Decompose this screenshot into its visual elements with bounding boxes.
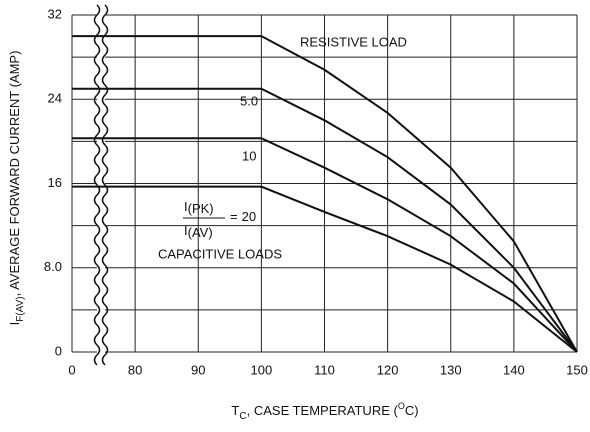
- x-title-main: T: [231, 403, 239, 418]
- series-label: 20: [242, 209, 256, 224]
- curve: [72, 185, 578, 353]
- x-tick-label: 80: [128, 362, 142, 377]
- x-title-sup: O: [398, 401, 405, 411]
- x-tick-label: 100: [251, 362, 273, 377]
- y-tick-label: 8.0: [44, 259, 62, 274]
- ratio-den-sub: (AV): [188, 225, 213, 240]
- curve: [72, 35, 578, 353]
- x-tick-label: 140: [503, 362, 525, 377]
- ratio-num-i: I: [184, 199, 188, 214]
- ratio-eq: =: [230, 209, 238, 224]
- axis-break: [93, 4, 101, 366]
- x-title-end: C): [405, 403, 419, 418]
- x-tick-label: 0: [68, 362, 75, 377]
- y-axis-title: IF(AV), AVERAGE FORWARD CURRENT (AMP): [7, 51, 25, 326]
- series-label: 10: [242, 148, 256, 163]
- curve: [72, 87, 578, 353]
- series-label: RESISTIVE LOAD: [300, 34, 407, 49]
- ratio-numerator: I(PK): [184, 199, 214, 216]
- x-tick-label: 150: [566, 362, 588, 377]
- y-title-rest: , AVERAGE FORWARD CURRENT (AMP): [7, 51, 22, 297]
- y-tick-label: 24: [48, 91, 62, 106]
- ratio-num-sub: (PK): [188, 201, 214, 216]
- x-tick-label: 110: [314, 362, 335, 377]
- y-tick-label: 32: [48, 6, 62, 21]
- ratio-equals: = 20: [230, 209, 256, 224]
- ratio-den-i: I: [184, 223, 188, 238]
- axis-break: [101, 4, 109, 366]
- series-label: 5.0: [240, 93, 258, 108]
- y-tick-label: 0: [55, 343, 62, 358]
- x-axis-title: TC, CASE TEMPERATURE (OC): [231, 401, 418, 421]
- annotation: CAPACITIVE LOADS: [158, 246, 282, 261]
- x-tick-label: 90: [191, 362, 205, 377]
- curve: [72, 137, 578, 353]
- x-title-rest: , CASE TEMPERATURE (: [247, 403, 399, 418]
- y-title-sub: F(AV): [15, 296, 26, 321]
- x-tick-label: 120: [377, 362, 399, 377]
- y-tick-label: 16: [48, 175, 62, 190]
- ratio-denominator: I(AV): [184, 223, 213, 240]
- axis-break-gap: [97, 5, 105, 364]
- x-tick-label: 130: [440, 362, 462, 377]
- y-title-main: I: [7, 322, 22, 326]
- x-title-sub: C: [239, 411, 246, 422]
